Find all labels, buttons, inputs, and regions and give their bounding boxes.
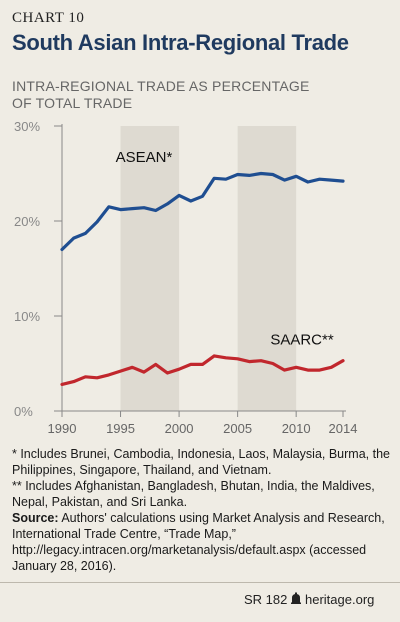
chart-title: South Asian Intra-Regional Trade: [12, 30, 349, 55]
shaded-band-0: [120, 126, 180, 411]
series-label-1: SAARC**: [270, 332, 334, 349]
chart-number: CHART 10: [12, 10, 85, 26]
source-text: Authors' calculations using Market Analy…: [12, 511, 385, 573]
report-code: SR 182: [244, 592, 288, 607]
saarc-footnote: ** Includes Afghanistan, Bangladesh, Bhu…: [12, 479, 375, 509]
chart-subtitle: INTRA-REGIONAL TRADE AS PERCENTAGE OF TO…: [12, 78, 310, 111]
series-line-1: [60, 354, 345, 386]
site-name: heritage.org: [305, 592, 375, 607]
x-tick-label: 2014: [329, 421, 358, 436]
series-line-0: [60, 171, 345, 252]
line-chart: 0% 10% 20% 30% 1990 1995 2000 2005 2010 2014 ASEA…: [14, 119, 358, 436]
x-tick-label: 2000: [165, 421, 194, 436]
series-label-0: ASEAN*: [116, 149, 173, 166]
source-label: Source:: [12, 511, 59, 525]
chart-notes: * Includes Brunei, Cambodia, Indonesia, …: [12, 446, 390, 574]
x-tick-label: 2005: [223, 421, 252, 436]
y-tick-label: 20%: [14, 214, 40, 229]
x-tick-label: 1990: [48, 421, 77, 436]
x-tick-label: 1995: [106, 421, 135, 436]
footer: SR 182 heritage.org: [0, 582, 400, 622]
y-tick-label: 0%: [14, 404, 33, 419]
footer-divider: [0, 582, 400, 583]
asean-footnote: * Includes Brunei, Cambodia, Indonesia, …: [12, 447, 390, 477]
bell-icon: [291, 592, 301, 604]
source-note: Source: Authors' calculations using Mark…: [12, 510, 390, 574]
y-tick-label: 30%: [14, 119, 40, 134]
x-tick-label: 2010: [282, 421, 311, 436]
y-tick-label: 10%: [14, 309, 40, 324]
